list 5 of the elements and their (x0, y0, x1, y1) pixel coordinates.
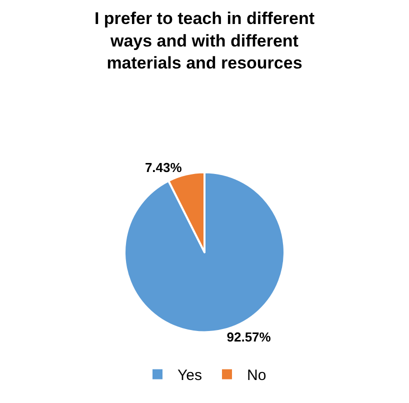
chart-title: I prefer to teach in different ways and with different materials and resources (94, 9, 315, 72)
legend-label: No (246, 367, 266, 384)
data-label: 92.57% (226, 330, 272, 345)
legend-label: Yes (178, 367, 202, 384)
data-label: 7.43% (144, 160, 182, 175)
